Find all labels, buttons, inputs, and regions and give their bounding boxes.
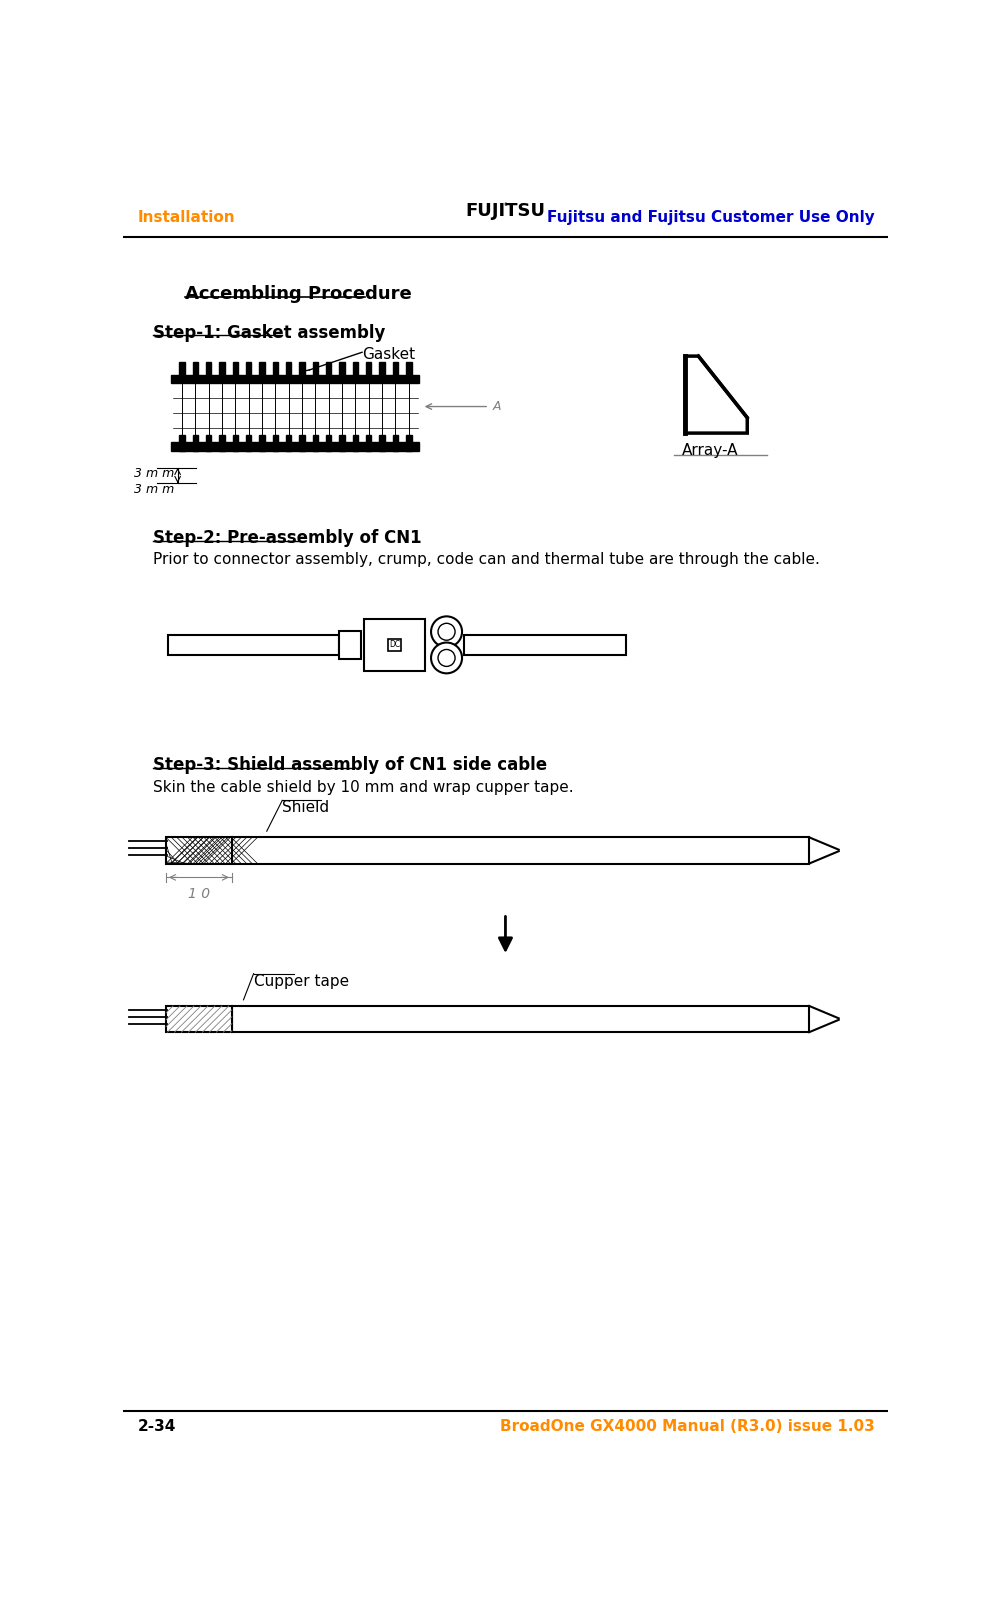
Bar [339, 436, 344, 450]
Text: ◦: ◦ [502, 201, 508, 211]
Bar [219, 363, 225, 377]
Bar [313, 363, 317, 377]
Bar [166, 1006, 232, 1032]
Text: Prior to connector assembly, crump, code can and thermal tube are through the ca: Prior to connector assembly, crump, code… [153, 552, 818, 567]
Text: 1 0: 1 0 [187, 888, 210, 901]
Text: Fujitsu and Fujitsu Customer Use Only: Fujitsu and Fujitsu Customer Use Only [547, 211, 875, 225]
Bar [352, 363, 358, 377]
Text: BroadOne GX4000 Manual (R3.0) issue 1.03: BroadOne GX4000 Manual (R3.0) issue 1.03 [500, 1419, 875, 1434]
Polygon shape [684, 356, 746, 433]
Text: Shield: Shield [282, 800, 329, 815]
Bar [272, 436, 278, 450]
Bar [233, 436, 238, 450]
Bar [366, 363, 371, 377]
Bar [364, 619, 424, 671]
Text: Array-A: Array-A [680, 444, 738, 458]
Bar [339, 363, 344, 377]
Bar [166, 838, 232, 863]
Text: Skin the cable shield by 10 mm and wrap cupper tape.: Skin the cable shield by 10 mm and wrap … [153, 779, 573, 794]
Bar [172, 374, 419, 382]
Bar [206, 436, 211, 450]
Text: Step-2: Pre-assembly of CN1: Step-2: Pre-assembly of CN1 [153, 530, 421, 548]
Text: DC: DC [388, 640, 399, 650]
Bar [392, 363, 397, 377]
Bar [463, 635, 626, 654]
Bar [313, 436, 317, 450]
Bar [352, 436, 358, 450]
Bar [179, 363, 184, 377]
Bar [299, 436, 305, 450]
Text: Step-1: Gasket assembly: Step-1: Gasket assembly [153, 324, 385, 342]
Bar [392, 436, 397, 450]
Bar [259, 363, 264, 377]
Bar [246, 436, 251, 450]
Bar [232, 838, 809, 863]
Bar [233, 363, 238, 377]
Bar [172, 442, 419, 450]
Bar [179, 436, 184, 450]
Bar [366, 436, 371, 450]
Bar [299, 363, 305, 377]
Text: Installation: Installation [137, 211, 235, 225]
Bar [259, 436, 264, 450]
Text: Cupper tape: Cupper tape [253, 974, 348, 988]
Bar [169, 635, 338, 654]
Text: 3 m m: 3 m m [134, 468, 175, 481]
Bar [338, 632, 360, 659]
Bar [246, 363, 251, 377]
Text: Step-3: Shield assembly of CN1 side cable: Step-3: Shield assembly of CN1 side cabl… [153, 757, 546, 774]
Bar [325, 363, 331, 377]
Text: 3 m m: 3 m m [134, 483, 175, 496]
Bar [286, 363, 291, 377]
Bar [206, 363, 211, 377]
Circle shape [438, 650, 455, 666]
Circle shape [431, 616, 461, 646]
Bar [219, 436, 225, 450]
Bar [232, 1006, 809, 1032]
Bar [272, 363, 278, 377]
Bar [379, 363, 385, 377]
Circle shape [438, 624, 455, 640]
Bar [405, 436, 411, 450]
Bar [286, 436, 291, 450]
Bar [192, 363, 198, 377]
Bar [388, 638, 400, 651]
Circle shape [431, 643, 461, 674]
Bar [405, 363, 411, 377]
Bar [379, 436, 385, 450]
Bar [325, 436, 331, 450]
Text: FUJITSU: FUJITSU [465, 202, 545, 220]
Text: Accembling Procedure: Accembling Procedure [185, 285, 412, 303]
Text: A: A [493, 400, 501, 413]
Bar [192, 436, 198, 450]
Text: 2-34: 2-34 [137, 1419, 176, 1434]
Text: Gasket: Gasket [362, 347, 415, 361]
